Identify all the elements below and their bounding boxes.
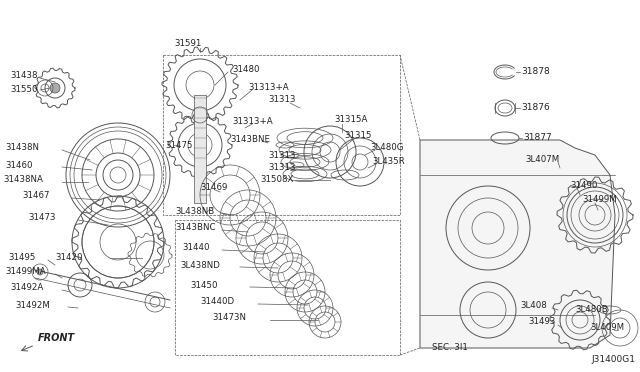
Text: 31313+A: 31313+A bbox=[248, 83, 289, 93]
Text: 31493: 31493 bbox=[528, 317, 556, 327]
Text: 31473: 31473 bbox=[28, 214, 56, 222]
Text: 31877: 31877 bbox=[523, 134, 552, 142]
Polygon shape bbox=[420, 140, 615, 348]
Text: FRONT: FRONT bbox=[38, 333, 75, 343]
Text: 31438: 31438 bbox=[10, 71, 38, 80]
Text: 31508X: 31508X bbox=[260, 176, 293, 185]
Text: 31495: 31495 bbox=[8, 253, 35, 263]
Text: 31467: 31467 bbox=[22, 192, 49, 201]
Text: 31475: 31475 bbox=[165, 141, 193, 150]
Text: 31440D: 31440D bbox=[200, 298, 234, 307]
Text: 31420: 31420 bbox=[55, 253, 83, 263]
Text: 3L408: 3L408 bbox=[520, 301, 547, 310]
Text: 31480: 31480 bbox=[232, 65, 259, 74]
Text: 31450: 31450 bbox=[190, 280, 218, 289]
Text: 3L438NB: 3L438NB bbox=[175, 208, 214, 217]
Text: 3L435R: 3L435R bbox=[372, 157, 404, 167]
Text: 31313: 31313 bbox=[268, 164, 296, 173]
Text: SEC. 3I1: SEC. 3I1 bbox=[432, 343, 468, 353]
Text: 31313: 31313 bbox=[268, 151, 296, 160]
Text: 31315A: 31315A bbox=[334, 115, 367, 125]
Text: 31876: 31876 bbox=[521, 103, 550, 112]
Text: 31492A: 31492A bbox=[10, 283, 44, 292]
Text: 31499M: 31499M bbox=[582, 196, 617, 205]
Text: J31400G1: J31400G1 bbox=[591, 355, 635, 364]
Text: 31440: 31440 bbox=[182, 244, 209, 253]
Text: 31490: 31490 bbox=[570, 180, 597, 189]
Circle shape bbox=[37, 269, 43, 275]
Text: 31492M: 31492M bbox=[15, 301, 50, 310]
Text: 3L407M: 3L407M bbox=[525, 155, 559, 164]
Text: 3L480G: 3L480G bbox=[370, 144, 403, 153]
Text: 31550: 31550 bbox=[10, 86, 38, 94]
Text: 31438N: 31438N bbox=[5, 144, 39, 153]
Text: 31469: 31469 bbox=[200, 183, 227, 192]
Text: 31473N: 31473N bbox=[212, 314, 246, 323]
Text: 31313: 31313 bbox=[268, 96, 296, 105]
Text: 3L409M: 3L409M bbox=[590, 324, 624, 333]
Text: 3143BNC: 3143BNC bbox=[175, 224, 216, 232]
Text: 31591: 31591 bbox=[174, 38, 202, 48]
Bar bbox=[194, 95, 206, 203]
Text: 31499MA: 31499MA bbox=[5, 267, 45, 276]
Text: 31313+A: 31313+A bbox=[232, 118, 273, 126]
Text: 31460: 31460 bbox=[5, 160, 33, 170]
Circle shape bbox=[50, 83, 60, 93]
Text: 31315: 31315 bbox=[344, 131, 371, 140]
Text: 3L480B: 3L480B bbox=[575, 305, 608, 314]
Text: 3143BNE: 3143BNE bbox=[230, 135, 270, 144]
Text: 31878: 31878 bbox=[521, 67, 550, 77]
Text: 31438NA: 31438NA bbox=[3, 176, 43, 185]
Text: 3L438ND: 3L438ND bbox=[180, 260, 220, 269]
